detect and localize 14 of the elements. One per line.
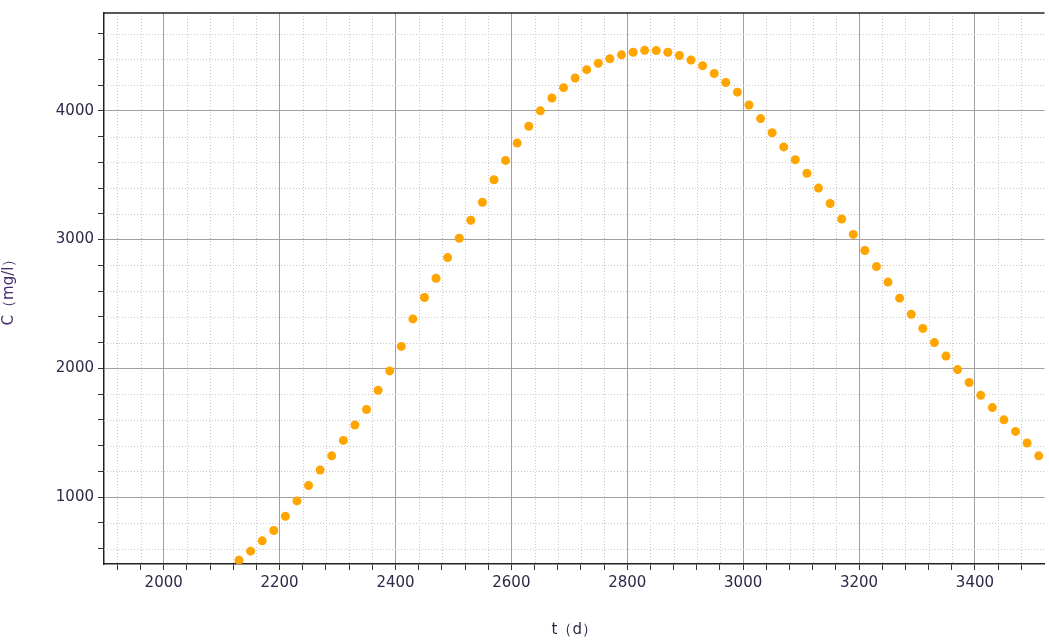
y-tick-label: 3000 bbox=[55, 229, 94, 248]
x-tick-label: 2000 bbox=[144, 572, 183, 591]
x-tick-label: 2200 bbox=[260, 572, 299, 591]
y-axis-title: C（mg/l） bbox=[0, 251, 17, 326]
x-tick-label: 3400 bbox=[955, 572, 995, 591]
y-tick-label: 2000 bbox=[55, 358, 94, 377]
x-tick-label: 2800 bbox=[608, 572, 647, 591]
y-tick-label: 4000 bbox=[55, 100, 94, 119]
x-tick-label: 2400 bbox=[376, 572, 415, 591]
y-tick-label: 1000 bbox=[55, 486, 94, 505]
x-axis-title: t（d） bbox=[551, 619, 597, 638]
x-tick-label: 3000 bbox=[724, 572, 763, 591]
x-tick-label: 2600 bbox=[492, 572, 531, 591]
x-tick-label: 3200 bbox=[839, 572, 879, 591]
